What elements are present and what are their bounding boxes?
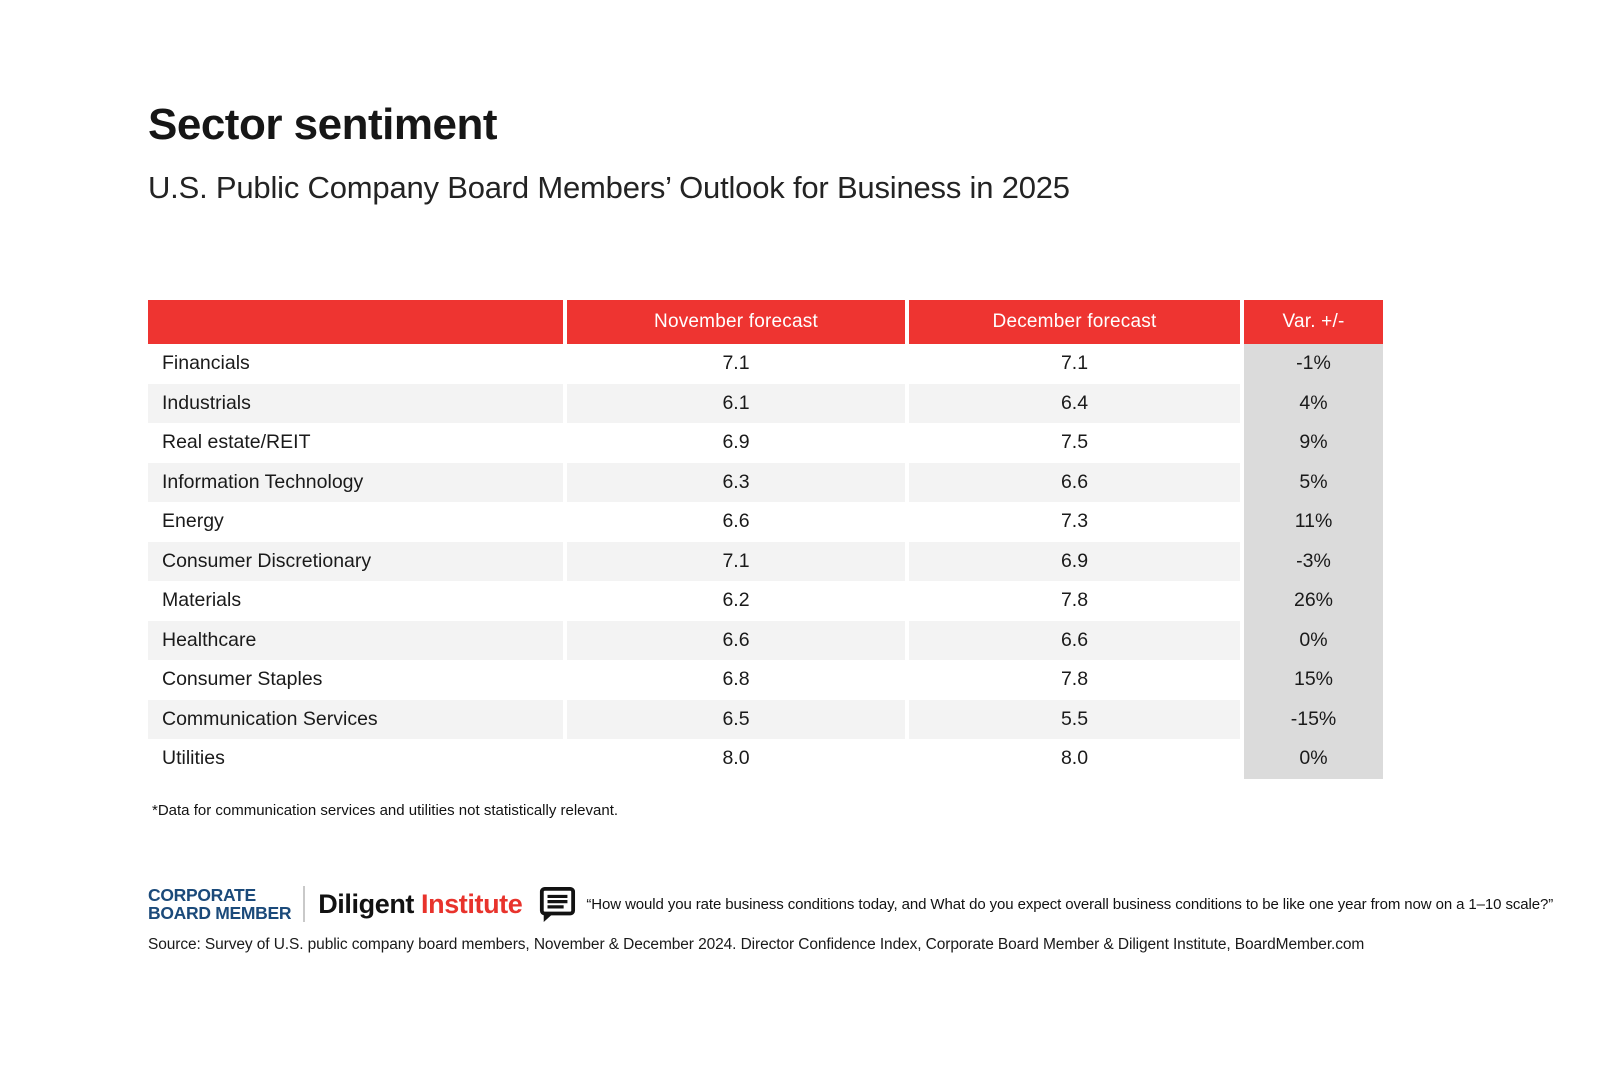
diligent-institute-logo: Diligent Institute <box>318 888 523 920</box>
sentiment-table: November forecast December forecast Var.… <box>148 300 1383 779</box>
variance-cell: -1% <box>1244 344 1383 384</box>
sector-cell: Utilities <box>148 739 563 779</box>
variance-cell: 4% <box>1244 383 1383 423</box>
variance-cell: 11% <box>1244 502 1383 542</box>
table-header-december: December forecast <box>909 300 1240 344</box>
november-forecast-cell: 6.5 <box>567 699 905 739</box>
institute-wordmark: Institute <box>421 888 523 919</box>
cbm-logo-line2: BOARD MEMBER <box>148 903 292 923</box>
december-forecast-cell: 8.0 <box>909 739 1240 779</box>
speech-bubble-icon <box>538 886 576 923</box>
variance-cell: -15% <box>1244 699 1383 739</box>
november-forecast-cell: 6.6 <box>567 620 905 660</box>
december-forecast-cell: 7.8 <box>909 660 1240 700</box>
november-forecast-cell: 8.0 <box>567 739 905 779</box>
november-forecast-cell: 6.3 <box>567 462 905 502</box>
variance-cell: 0% <box>1244 620 1383 660</box>
sector-cell: Communication Services <box>148 699 563 739</box>
november-forecast-cell: 6.9 <box>567 423 905 463</box>
page-title: Sector sentiment <box>148 100 497 149</box>
footnote: *Data for communication services and uti… <box>152 802 619 819</box>
november-forecast-cell: 6.8 <box>567 660 905 700</box>
sector-cell: Materials <box>148 581 563 621</box>
variance-cell: 5% <box>1244 462 1383 502</box>
cbm-logo-line1: CORPORATE <box>148 884 256 905</box>
table-header-november: November forecast <box>567 300 905 344</box>
source-attribution: Source: Survey of U.S. public company bo… <box>148 936 1365 953</box>
variance-cell: 9% <box>1244 423 1383 463</box>
december-forecast-cell: 6.4 <box>909 383 1240 423</box>
diligent-wordmark: Diligent <box>318 888 414 919</box>
sector-cell: Industrials <box>148 383 563 423</box>
november-forecast-cell: 7.1 <box>567 344 905 384</box>
sector-cell: Financials <box>148 344 563 384</box>
december-forecast-cell: 5.5 <box>909 699 1240 739</box>
november-forecast-cell: 6.1 <box>567 383 905 423</box>
variance-cell: 15% <box>1244 660 1383 700</box>
survey-question-quote: “How would you rate business conditions … <box>586 895 1554 913</box>
november-forecast-cell: 6.6 <box>567 502 905 542</box>
december-forecast-cell: 7.8 <box>909 581 1240 621</box>
variance-cell: -3% <box>1244 541 1383 581</box>
sector-cell: Real estate/REIT <box>148 423 563 463</box>
sector-cell: Consumer Discretionary <box>148 541 563 581</box>
sector-cell: Consumer Staples <box>148 660 563 700</box>
december-forecast-cell: 7.5 <box>909 423 1240 463</box>
corporate-board-member-logo: CORPORATE BOARD MEMBER <box>148 884 292 923</box>
november-forecast-cell: 6.2 <box>567 581 905 621</box>
page-subtitle: U.S. Public Company Board Members’ Outlo… <box>148 170 1070 205</box>
december-forecast-cell: 6.6 <box>909 462 1240 502</box>
sector-cell: Information Technology <box>148 462 563 502</box>
sector-cell: Energy <box>148 502 563 542</box>
variance-cell: 26% <box>1244 581 1383 621</box>
variance-cell: 0% <box>1244 739 1383 779</box>
december-forecast-cell: 6.9 <box>909 541 1240 581</box>
brand-row: CORPORATE BOARD MEMBER Diligent Institute… <box>148 882 1553 926</box>
december-forecast-cell: 7.1 <box>909 344 1240 384</box>
december-forecast-cell: 6.6 <box>909 620 1240 660</box>
table-header-sector <box>148 300 563 344</box>
sector-cell: Healthcare <box>148 620 563 660</box>
december-forecast-cell: 7.3 <box>909 502 1240 542</box>
november-forecast-cell: 7.1 <box>567 541 905 581</box>
table-header-var: Var. +/- <box>1244 300 1383 344</box>
logo-divider <box>303 886 306 922</box>
